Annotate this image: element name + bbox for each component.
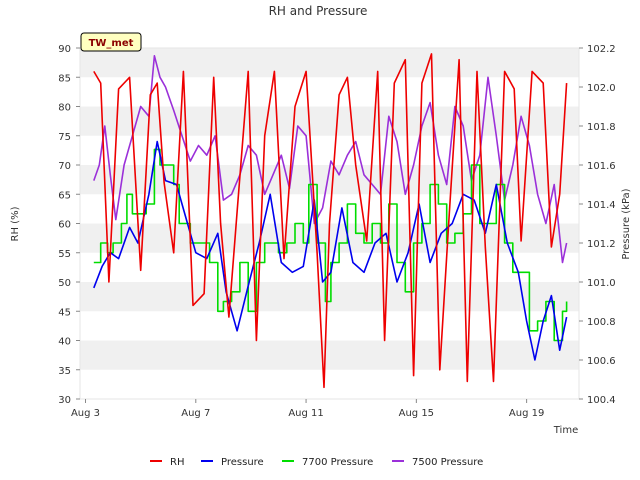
y-axis-left-title: RH (%): [10, 206, 21, 241]
grid-bands: [80, 48, 579, 399]
y-left-tick-label: 90: [58, 44, 71, 55]
y-right-tick-label: 101.6: [587, 161, 616, 172]
grid-band: [80, 48, 579, 78]
grid-band: [80, 369, 579, 399]
grid-band: [80, 282, 579, 312]
series-line-rh: [93, 53, 568, 389]
badge-label: TW_met: [89, 38, 134, 49]
y-left-tick-label: 30: [58, 395, 71, 406]
x-tick-label: Aug 15: [399, 408, 434, 419]
x-tick-label: Aug 11: [288, 408, 323, 419]
left-axis: 30 35 40 45 50 55 60 65 70 75 80 85 90: [58, 44, 80, 406]
y-right-tick-label: 101.4: [587, 200, 616, 211]
legend-item-7500-pressure: 7500 Pressure: [392, 457, 483, 468]
y-right-tick-label: 101.2: [587, 239, 616, 250]
y-left-tick-label: 40: [58, 337, 71, 348]
y-left-tick-label: 50: [58, 278, 71, 289]
y-left-tick-label: 55: [58, 249, 71, 260]
y-left-tick-label: 85: [58, 73, 71, 84]
chart-title: RH and Pressure: [269, 4, 368, 18]
legend: RH Pressure 7700 Pressure 7500 Pressure: [150, 457, 483, 468]
grid-band: [80, 311, 579, 341]
y-left-tick-label: 60: [58, 220, 71, 231]
y-right-tick-label: 100.6: [587, 356, 616, 367]
y-left-tick-label: 65: [58, 190, 71, 201]
series-layer: [93, 53, 568, 389]
x-axis-title: Time: [553, 425, 578, 436]
legend-label: RH: [170, 457, 184, 468]
y-left-tick-label: 80: [58, 103, 71, 114]
grid-band: [80, 340, 579, 370]
y-left-tick-label: 45: [58, 307, 71, 318]
legend-label: Pressure: [221, 457, 264, 468]
x-tick-label: Aug 3: [71, 408, 100, 419]
legend-label: 7700 Pressure: [302, 457, 373, 468]
y-left-tick-label: 35: [58, 366, 71, 377]
y-left-tick-label: 70: [58, 161, 71, 172]
legend-item-rh: RH: [150, 457, 184, 468]
y-right-tick-label: 101.8: [587, 122, 616, 133]
x-tick-label: Aug 7: [181, 408, 210, 419]
y-right-tick-label: 100.8: [587, 317, 616, 328]
x-axis: Aug 3 Aug 7 Aug 11 Aug 15 Aug 19: [71, 399, 544, 419]
y-right-tick-label: 102.2: [587, 44, 616, 55]
series-line-7500-pressure: [93, 55, 568, 264]
y-axis-right-title: Pressure (kPa): [621, 188, 632, 259]
legend-item-pressure: Pressure: [201, 457, 264, 468]
y-right-tick-label: 101.0: [587, 278, 616, 289]
legend-label: 7500 Pressure: [412, 457, 483, 468]
grid-band: [80, 252, 579, 282]
badge: TW_met: [80, 32, 142, 52]
badge-box: [80, 32, 142, 52]
right-axis: 100.4 100.6 100.8 101.0 101.2 101.4 101.6 101.8…: [579, 44, 616, 406]
y-right-tick-label: 102.0: [587, 83, 616, 94]
legend-item-7700-pressure: 7700 Pressure: [282, 457, 373, 468]
y-left-tick-label: 75: [58, 132, 71, 143]
x-tick-label: Aug 19: [509, 408, 544, 419]
y-right-tick-label: 100.4: [587, 395, 616, 406]
grid-band: [80, 106, 579, 136]
